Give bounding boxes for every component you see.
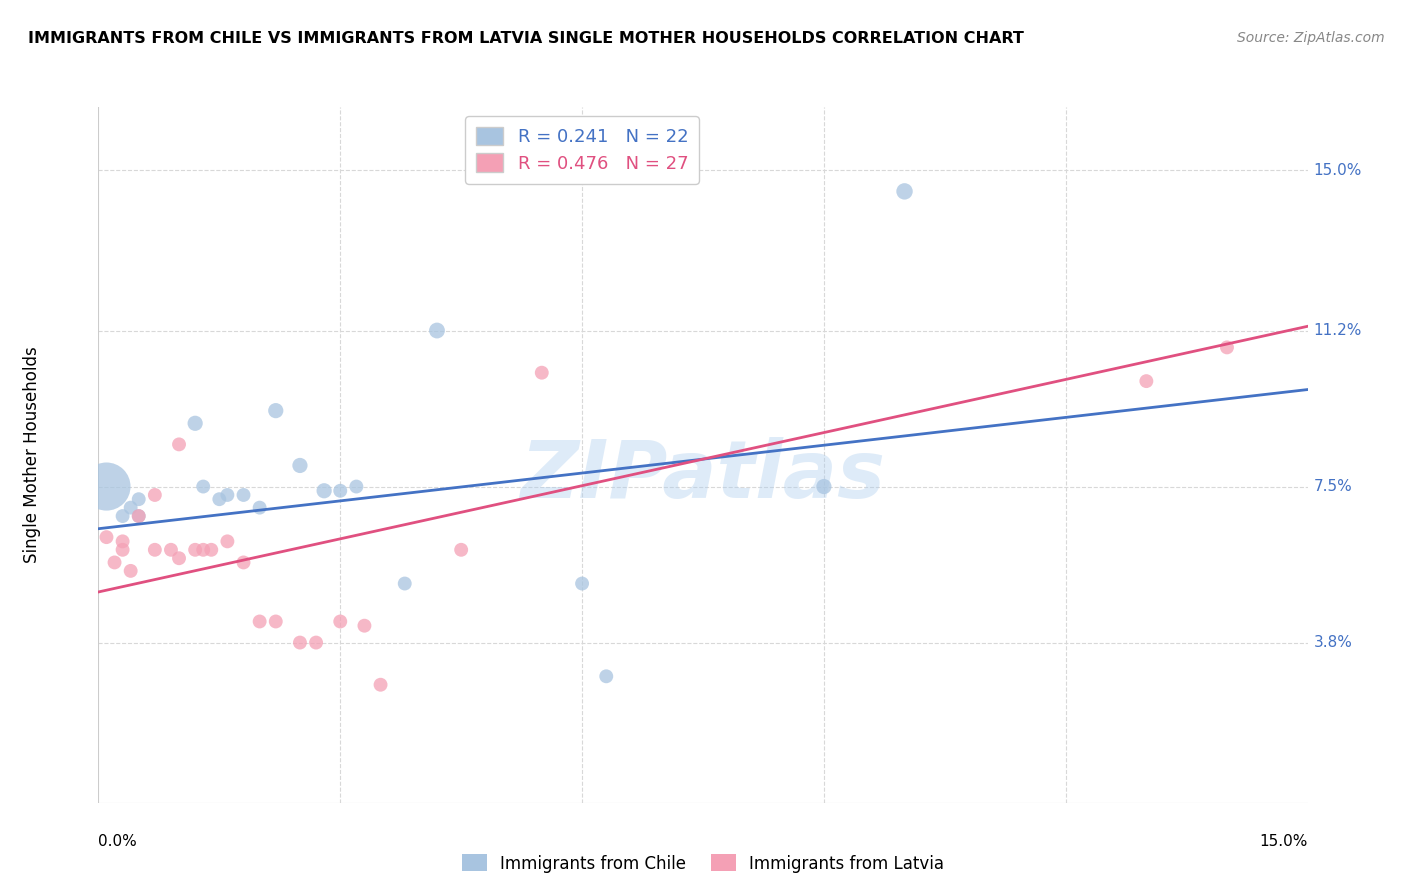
Point [217, 488, 239, 502]
Text: 15.0%: 15.0% [1313, 163, 1362, 178]
Point [232, 556, 254, 570]
Point [813, 479, 835, 493]
Point [314, 483, 336, 498]
Point [167, 437, 190, 451]
Text: 7.5%: 7.5% [1313, 479, 1353, 494]
Point [217, 534, 239, 549]
Legend: R = 0.241   N = 22, R = 0.476   N = 27: R = 0.241 N = 22, R = 0.476 N = 27 [465, 116, 699, 184]
Point [193, 542, 215, 557]
Point [1216, 340, 1239, 354]
Point [370, 678, 392, 692]
Text: Single Mother Households: Single Mother Households [22, 347, 41, 563]
Point [111, 542, 134, 557]
Legend: Immigrants from Chile, Immigrants from Latvia: Immigrants from Chile, Immigrants from L… [456, 847, 950, 880]
Point [143, 488, 166, 502]
Point [288, 458, 311, 473]
Point [232, 488, 254, 502]
Text: IMMIGRANTS FROM CHILE VS IMMIGRANTS FROM LATVIA SINGLE MOTHER HOUSEHOLDS CORRELA: IMMIGRANTS FROM CHILE VS IMMIGRANTS FROM… [28, 31, 1024, 46]
Point [329, 615, 352, 629]
Text: 15.0%: 15.0% [1260, 834, 1308, 849]
Point [426, 324, 449, 338]
Point [571, 576, 593, 591]
Point [184, 417, 207, 431]
Point [893, 185, 915, 199]
Point [193, 479, 215, 493]
Text: 3.8%: 3.8% [1313, 635, 1353, 650]
Point [128, 492, 150, 507]
Point [128, 509, 150, 524]
Point [264, 403, 287, 417]
Text: 0.0%: 0.0% [98, 834, 138, 849]
Point [111, 509, 134, 524]
Point [249, 500, 271, 515]
Point [305, 635, 328, 649]
Point [249, 615, 271, 629]
Point [1135, 374, 1157, 388]
Point [288, 635, 311, 649]
Point [96, 530, 118, 544]
Point [595, 669, 617, 683]
Text: ZIPatlas: ZIPatlas [520, 437, 886, 515]
Text: 11.2%: 11.2% [1313, 323, 1362, 338]
Point [111, 534, 134, 549]
Point [96, 479, 118, 493]
Point [264, 615, 287, 629]
Point [200, 542, 222, 557]
Point [103, 556, 125, 570]
Point [450, 542, 472, 557]
Text: Source: ZipAtlas.com: Source: ZipAtlas.com [1237, 31, 1385, 45]
Point [184, 542, 207, 557]
Point [530, 366, 553, 380]
Point [353, 618, 375, 632]
Point [329, 483, 352, 498]
Point [143, 542, 166, 557]
Point [120, 564, 142, 578]
Point [394, 576, 416, 591]
Point [120, 500, 142, 515]
Point [344, 479, 367, 493]
Point [167, 551, 190, 566]
Point [128, 509, 150, 524]
Point [208, 492, 231, 507]
Point [160, 542, 183, 557]
